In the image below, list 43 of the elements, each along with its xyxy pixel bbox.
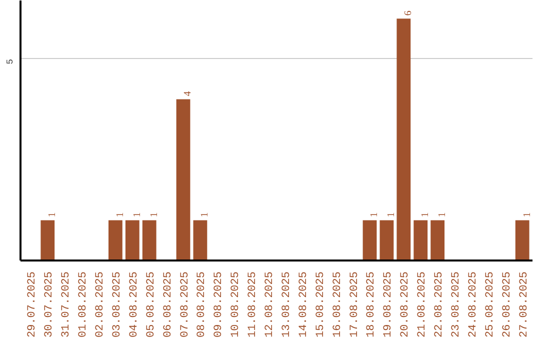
x-tick-label: 29.07.2025	[26, 271, 39, 338]
x-tick-label: 12.08.2025	[264, 271, 276, 338]
data-label: 1	[114, 212, 126, 218]
data-label: 1	[47, 212, 58, 218]
x-tick-label: 06.08.2025	[162, 271, 174, 338]
x-tick-label: 03.08.2025	[111, 271, 124, 338]
x-tick-label: 16.08.2025	[332, 271, 344, 338]
x-tick-label: 30.07.2025	[44, 271, 56, 338]
x-tick-label: 27.08.2025	[518, 271, 530, 338]
x-tick-label: 25.08.2025	[484, 271, 496, 338]
data-label: 1	[522, 212, 533, 218]
x-tick-label: 26.08.2025	[501, 271, 514, 338]
data-label: 1	[437, 212, 448, 218]
x-tick-label: 02.08.2025	[94, 271, 106, 338]
x-tick-label: 22.08.2025	[434, 271, 446, 338]
x-tick-label: 14.08.2025	[298, 271, 310, 338]
data-label: 4	[182, 91, 194, 96]
x-tick-label: 15.08.2025	[314, 271, 327, 338]
data-label: 1	[369, 212, 380, 218]
x-tick-label: 07.08.2025	[179, 271, 192, 338]
x-tick-label: 24.08.2025	[467, 271, 480, 338]
x-tick-label: 04.08.2025	[128, 271, 140, 338]
x-tick-label: 11.08.2025	[247, 271, 260, 338]
x-tick-label: 01.08.2025	[78, 271, 90, 338]
x-tick-label: 18.08.2025	[366, 271, 378, 338]
x-tick-label: 10.08.2025	[230, 271, 242, 338]
data-label: 1	[132, 212, 143, 218]
x-tick-label: 13.08.2025	[280, 271, 293, 338]
x-tick-label: 09.08.2025	[213, 271, 226, 338]
x-tick-label: 17.08.2025	[348, 271, 361, 338]
data-label: 1	[148, 212, 160, 218]
x-tick-label: 21.08.2025	[416, 271, 429, 338]
x-tick-label: 05.08.2025	[145, 271, 158, 338]
data-label: 6	[403, 10, 414, 16]
data-label: 1	[386, 212, 398, 218]
x-tick-label: 19.08.2025	[382, 271, 395, 338]
data-label: 1	[200, 212, 211, 218]
y-tick-label: 5	[6, 58, 16, 64]
x-tick-label: 08.08.2025	[196, 271, 208, 338]
data-label: 1	[420, 212, 432, 218]
x-tick-label: 31.07.2025	[60, 271, 73, 338]
x-tick-label: 20.08.2025	[400, 271, 412, 338]
x-tick-label: 23.08.2025	[450, 271, 463, 338]
